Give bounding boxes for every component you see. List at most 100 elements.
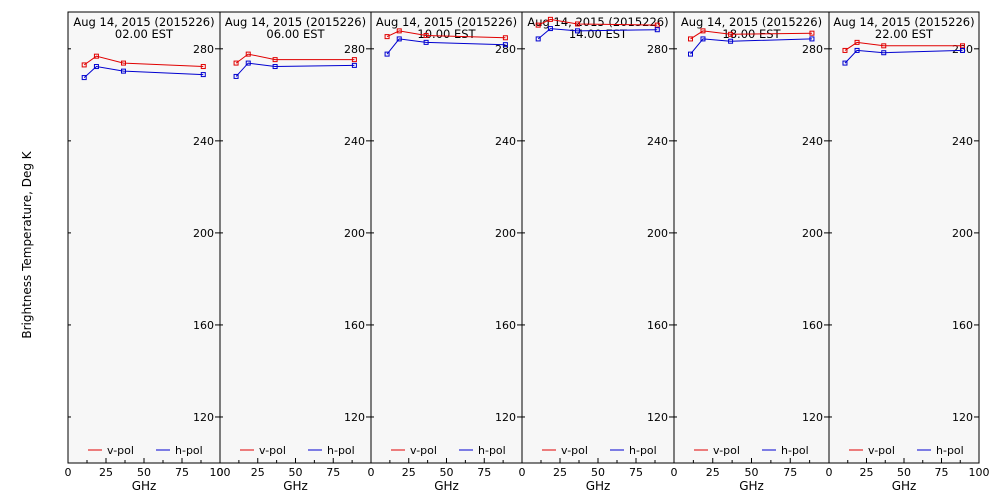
x-axis-label: GHz	[132, 479, 157, 493]
panel-title: Aug 14, 2015 (2015226)	[833, 15, 974, 29]
y-tick-label: 280	[193, 43, 214, 56]
plot-area	[370, 11, 523, 464]
y-tick-label: 200	[647, 227, 668, 240]
series-point-v-pol	[809, 30, 815, 36]
y-tick-label: 200	[802, 227, 823, 240]
x-axis-label: GHz	[586, 479, 611, 493]
series-point-v-pol	[854, 39, 860, 45]
series-point-h-pol	[688, 51, 694, 57]
y-tick-label: 280	[344, 43, 365, 56]
panel-title: Aug 14, 2015 (2015226)	[73, 15, 214, 29]
y-tick-label: 120	[802, 411, 823, 424]
series-point-h-pol	[81, 75, 87, 81]
legend-label-h-pol: h-pol	[478, 444, 506, 457]
y-tick-label: 200	[344, 227, 365, 240]
series-point-v-pol	[728, 31, 734, 37]
series-line-v-pol	[235, 53, 355, 64]
x-tick-label: 0	[65, 466, 72, 479]
series-line-h-pol	[844, 49, 963, 64]
series-point-v-pol	[700, 28, 706, 34]
legend-label-h-pol: h-pol	[175, 444, 203, 457]
series-line-v-pol	[386, 30, 506, 39]
y-tick-label: 280	[647, 43, 668, 56]
plot-area	[828, 11, 980, 464]
panel-subtitle: 22.00 EST	[875, 27, 934, 41]
x-axis-label: GHz	[283, 479, 308, 493]
series-point-v-pol	[574, 21, 580, 27]
x-tick-label: 75	[629, 466, 643, 479]
y-tick-label: 240	[802, 135, 823, 148]
x-tick-label: 75	[477, 466, 491, 479]
y-tick-label: 160	[193, 319, 214, 332]
series-point-h-pol	[384, 51, 390, 57]
x-tick-label: 25	[553, 466, 567, 479]
series-point-v-pol	[842, 47, 848, 53]
series-point-v-pol	[881, 43, 887, 49]
y-tick-label: 120	[647, 411, 668, 424]
series-point-h-pol	[423, 39, 429, 45]
y-tick-label: 240	[344, 135, 365, 148]
x-tick-label: 100	[969, 466, 990, 479]
x-tick-label: 75	[783, 466, 797, 479]
y-tick-label: 160	[647, 319, 668, 332]
plot-area	[67, 11, 221, 464]
y-tick-label: 160	[495, 319, 516, 332]
series-point-h-pol	[654, 27, 660, 33]
x-tick-label: 50	[745, 466, 759, 479]
series-line-h-pol	[386, 38, 506, 55]
x-tick-label: 25	[402, 466, 416, 479]
y-tick-label: 240	[647, 135, 668, 148]
series-point-h-pol	[93, 64, 99, 70]
y-tick-label: 240	[495, 135, 516, 148]
panel-5: Aug 14, 2015 (2015226)18.00 EST120160200…	[671, 11, 830, 493]
y-tick-label: 240	[193, 135, 214, 148]
plot-area	[219, 11, 372, 464]
y-tick-label: 160	[802, 319, 823, 332]
y-tick-label: 120	[344, 411, 365, 424]
series-point-v-pol	[547, 16, 553, 22]
legend-label-v-pol: v-pol	[561, 444, 588, 457]
series-line-v-pol	[537, 18, 658, 26]
series-point-h-pol	[960, 47, 965, 53]
x-tick-label: 50	[897, 466, 911, 479]
y-tick-label: 120	[952, 411, 973, 424]
y-tick-label: 120	[193, 411, 214, 424]
y-tick-label: 280	[952, 43, 973, 56]
y-tick-label: 280	[802, 43, 823, 56]
y-tick-label: 160	[344, 319, 365, 332]
panel-subtitle: 06.00 EST	[266, 27, 325, 41]
plot-area	[673, 11, 830, 464]
series-point-v-pol	[245, 51, 251, 57]
x-axis-label: GHz	[739, 479, 764, 493]
legend-label-v-pol: v-pol	[107, 444, 134, 457]
series-line-h-pol	[235, 62, 355, 77]
series-point-h-pol	[700, 36, 706, 42]
y-tick-label: 200	[495, 227, 516, 240]
series-line-h-pol	[690, 38, 813, 55]
x-tick-label: 0	[519, 466, 526, 479]
series-point-v-pol	[535, 22, 541, 28]
series-point-h-pol	[842, 60, 848, 66]
x-tick-label: 25	[251, 466, 265, 479]
series-point-v-pol	[960, 43, 965, 49]
panel-1: Aug 14, 2015 (2015226)02.00 EST 120 160 200…	[65, 11, 231, 493]
series-line-h-pol	[83, 65, 204, 78]
series-line-h-pol	[537, 28, 658, 40]
legend-label-v-pol: v-pol	[410, 444, 437, 457]
panel-subtitle: 02.00 EST	[115, 27, 174, 41]
y-tick-label: 160	[952, 319, 973, 332]
legend-label-v-pol: v-pol	[868, 444, 895, 457]
series-point-v-pol	[233, 60, 239, 66]
series-point-h-pol	[396, 36, 402, 42]
panel-2: Aug 14, 2015 (2015226)06.00 EST 120 160 200…	[217, 11, 372, 493]
series-point-v-pol	[93, 53, 99, 59]
x-tick-label: 100	[210, 466, 231, 479]
series-point-h-pol	[120, 68, 126, 74]
series-point-v-pol	[423, 32, 429, 38]
series-point-v-pol	[688, 36, 694, 42]
series-point-h-pol	[809, 36, 815, 42]
x-tick-label: 25	[860, 466, 874, 479]
series-point-v-pol	[351, 57, 357, 63]
series-line-v-pol	[844, 41, 963, 51]
